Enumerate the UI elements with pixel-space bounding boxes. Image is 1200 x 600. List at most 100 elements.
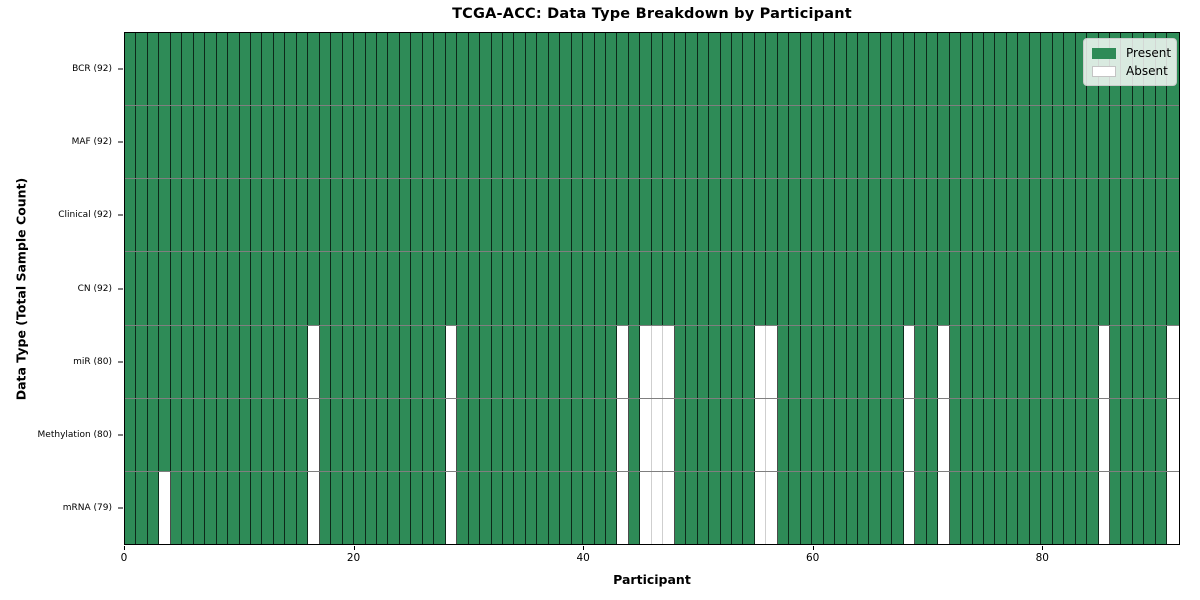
heatmap-cell-present xyxy=(399,252,412,325)
heatmap-cell-present xyxy=(926,471,939,544)
heatmap-cell-present xyxy=(445,179,458,252)
heatmap-cell-present xyxy=(136,398,148,471)
heatmap-cell-present xyxy=(319,471,332,544)
heatmap-cell-present xyxy=(457,325,469,398)
heatmap-cell-present xyxy=(995,106,1007,179)
heatmap-cell-present xyxy=(583,325,595,398)
heatmap-cell-present xyxy=(319,398,332,471)
y-tick-mark xyxy=(118,141,123,143)
heatmap-cell-present xyxy=(331,398,343,471)
heatmap-cell-present xyxy=(365,106,377,179)
heatmap-cell-present xyxy=(686,398,698,471)
legend: Present Absent xyxy=(1083,38,1177,86)
heatmap-cell-present xyxy=(457,252,469,325)
heatmap-cell-absent xyxy=(903,398,916,471)
heatmap-cell-present xyxy=(273,252,286,325)
y-tick-mark xyxy=(118,288,123,289)
heatmap-cell-present xyxy=(617,106,629,179)
heatmap-cell-present xyxy=(800,398,813,471)
heatmap-cell-present xyxy=(674,33,687,106)
heatmap-cell-present xyxy=(434,398,446,471)
heatmap-cell-present xyxy=(422,33,435,106)
heatmap-cell-present xyxy=(812,106,824,179)
heatmap-cell-present xyxy=(136,471,148,544)
heatmap-cell-present xyxy=(296,252,309,325)
heatmap-cell-present xyxy=(663,252,675,325)
heatmap-cell-present xyxy=(961,398,973,471)
heatmap-cell-present xyxy=(1087,471,1099,544)
heatmap-cell-present xyxy=(915,252,927,325)
heatmap-cell-present xyxy=(182,252,194,325)
heatmap-cell-present xyxy=(147,252,160,325)
heatmap-cell-present xyxy=(697,179,710,252)
heatmap-cell-present xyxy=(514,398,526,471)
heatmap-cell-present xyxy=(732,179,744,252)
heatmap-cell-present xyxy=(858,398,870,471)
heatmap-cell-present xyxy=(182,33,194,106)
heatmap-cell-present xyxy=(1144,252,1156,325)
heatmap-cell-present xyxy=(1167,106,1179,179)
heatmap-cell-present xyxy=(1144,325,1156,398)
heatmap-cell-present xyxy=(800,179,813,252)
heatmap-cell-present xyxy=(869,33,881,106)
heatmap-cell-present xyxy=(1052,179,1065,252)
heatmap-row xyxy=(125,471,1179,544)
heatmap-cell-present xyxy=(537,252,549,325)
heatmap-cell-present xyxy=(502,33,515,106)
heatmap-cell-present xyxy=(1075,398,1088,471)
heatmap-cell-absent xyxy=(640,398,652,471)
y-tick-mark xyxy=(118,507,123,509)
heatmap-cell-present xyxy=(606,179,618,252)
heatmap-cell-present xyxy=(388,33,400,106)
heatmap-cell-present xyxy=(228,179,240,252)
heatmap-cell-present xyxy=(777,471,790,544)
heatmap-cell-present xyxy=(732,471,744,544)
heatmap-cell-present xyxy=(1052,325,1065,398)
legend-label-absent: Absent xyxy=(1126,64,1168,78)
heatmap-cell-present xyxy=(995,471,1007,544)
heatmap-cell-present xyxy=(1109,106,1122,179)
heatmap-cell-present xyxy=(273,106,286,179)
heatmap-cell-present xyxy=(399,398,412,471)
heatmap-cell-present xyxy=(869,471,881,544)
heatmap-cell-present xyxy=(1109,398,1122,471)
heatmap-cell-present xyxy=(308,33,320,106)
heatmap-cell-present xyxy=(136,325,148,398)
heatmap-cell-present xyxy=(663,106,675,179)
heatmap-cell-absent xyxy=(903,471,916,544)
heatmap-cell-present xyxy=(193,33,206,106)
heatmap-cell-present xyxy=(388,106,400,179)
heatmap-cell-present xyxy=(514,252,526,325)
heatmap-cell-present xyxy=(961,33,973,106)
heatmap-cell-present xyxy=(193,252,206,325)
heatmap-cell-present xyxy=(411,179,423,252)
x-tick-label: 80 xyxy=(1035,552,1049,564)
heatmap-cell-present xyxy=(892,325,904,398)
heatmap-cell-present xyxy=(457,179,469,252)
heatmap-cell-present xyxy=(273,325,286,398)
heatmap-cell-absent xyxy=(663,325,675,398)
heatmap-cell-present xyxy=(926,325,939,398)
heatmap-cell-present xyxy=(743,252,755,325)
heatmap-cell-present xyxy=(697,252,710,325)
heatmap-cell-absent xyxy=(651,325,664,398)
heatmap-cell-present xyxy=(308,179,320,252)
heatmap-cell-present xyxy=(560,471,572,544)
heatmap-cell-present xyxy=(1075,471,1088,544)
heatmap-cell-present xyxy=(182,325,194,398)
heatmap-cell-present xyxy=(949,106,962,179)
heatmap-cell-present xyxy=(949,179,962,252)
heatmap-cell-present xyxy=(457,471,469,544)
heatmap-cell-present xyxy=(1006,179,1019,252)
heatmap-cell-present xyxy=(800,471,813,544)
heatmap-cell-present xyxy=(170,252,183,325)
heatmap-cell-present xyxy=(949,33,962,106)
heatmap-cell-absent xyxy=(1167,398,1179,471)
heatmap-cell-present xyxy=(583,398,595,471)
heatmap-cell-present xyxy=(537,325,549,398)
heatmap-cell-present xyxy=(835,252,847,325)
heatmap-cell-present xyxy=(434,471,446,544)
heatmap-cell-present xyxy=(938,33,950,106)
heatmap-cell-present xyxy=(537,471,549,544)
heatmap-row xyxy=(125,325,1179,399)
